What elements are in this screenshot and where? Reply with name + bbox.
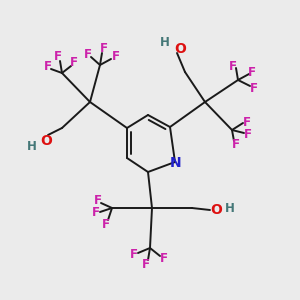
Text: F: F [94, 194, 102, 208]
Text: F: F [70, 56, 78, 70]
Text: H: H [27, 140, 37, 152]
Text: F: F [44, 61, 52, 74]
Text: F: F [160, 251, 168, 265]
Text: F: F [112, 50, 120, 64]
Text: O: O [174, 42, 186, 56]
Text: F: F [142, 257, 150, 271]
Text: O: O [40, 134, 52, 148]
Text: N: N [170, 156, 182, 170]
Text: F: F [248, 65, 256, 79]
Text: F: F [130, 248, 138, 260]
Text: F: F [100, 43, 108, 56]
Text: F: F [243, 116, 251, 128]
Text: H: H [225, 202, 235, 214]
Text: F: F [102, 218, 110, 230]
Text: F: F [244, 128, 252, 140]
Text: F: F [229, 59, 237, 73]
Text: H: H [160, 37, 170, 50]
Text: F: F [232, 137, 240, 151]
Text: F: F [92, 206, 100, 220]
Text: F: F [250, 82, 258, 94]
Text: F: F [54, 50, 62, 64]
Text: O: O [210, 203, 222, 217]
Text: F: F [84, 49, 92, 62]
